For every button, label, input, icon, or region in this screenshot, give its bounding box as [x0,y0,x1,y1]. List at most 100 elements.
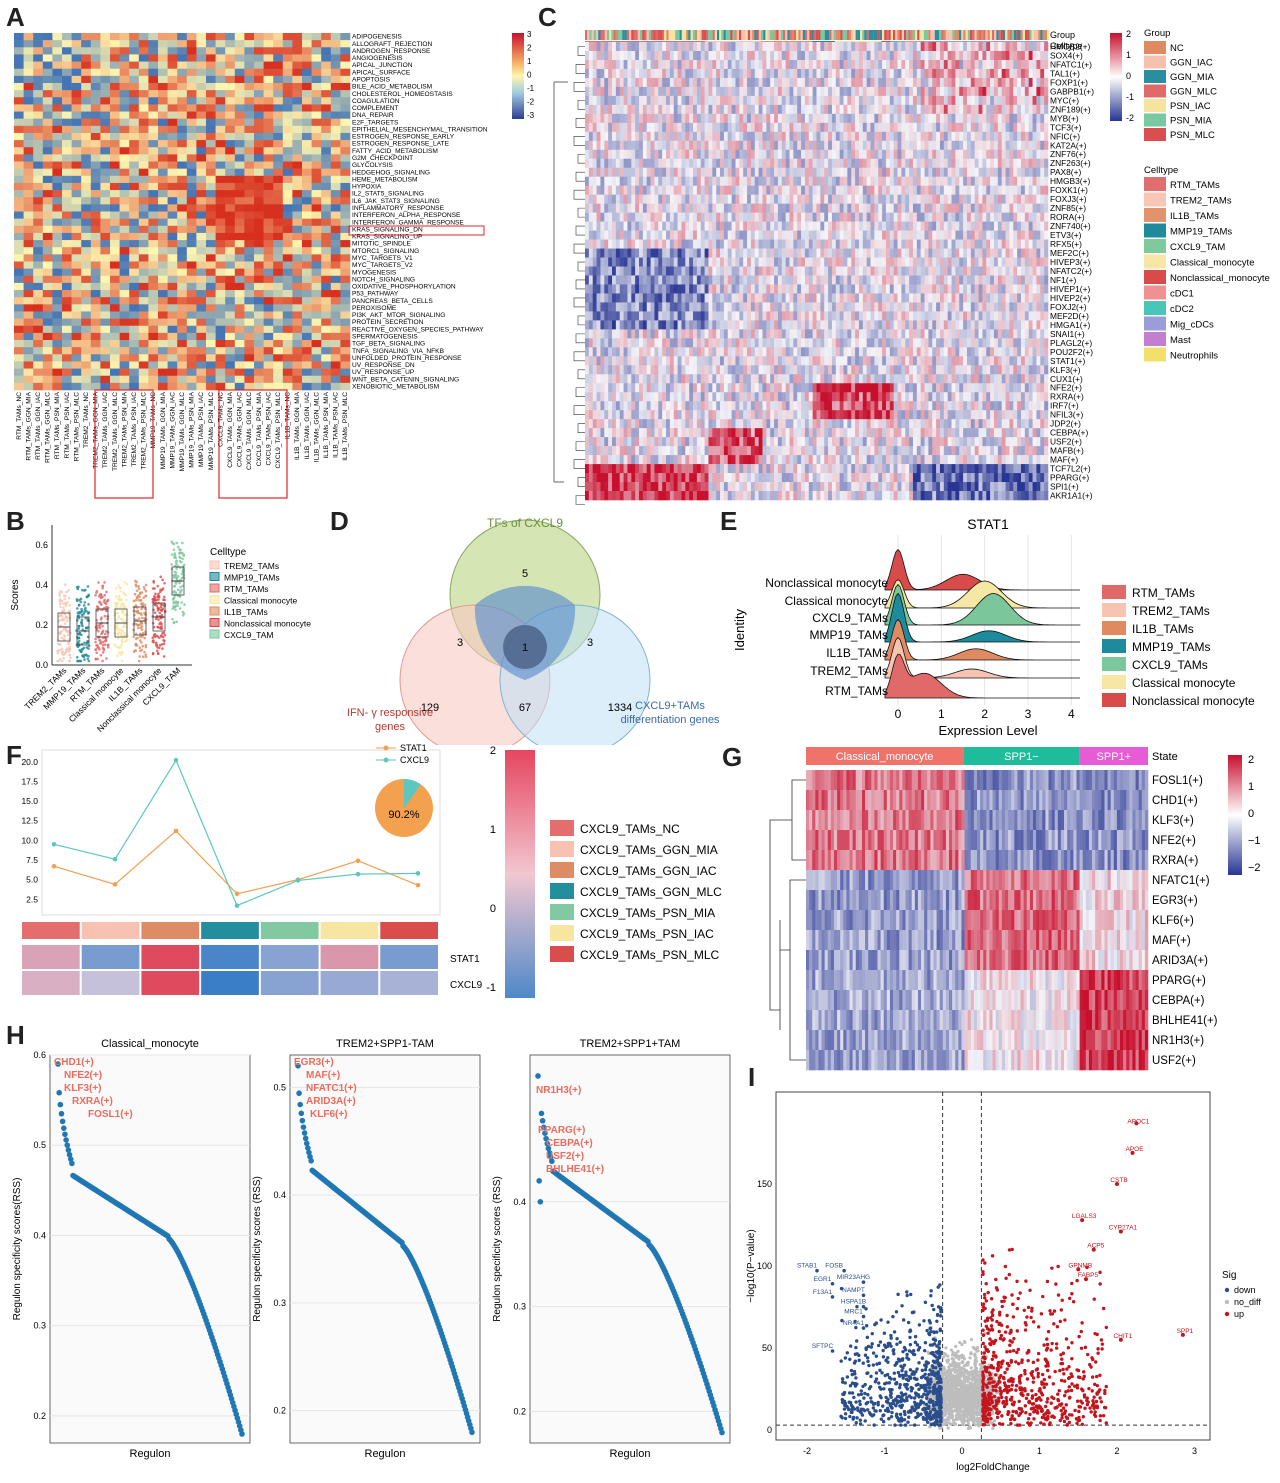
heatmap-cell [292,382,303,391]
heatmap-cell [843,248,848,258]
heatmap-cell [1032,167,1037,178]
heatmap-cell [71,182,82,191]
heatmap-cell [311,275,322,284]
heatmap-cell [263,47,274,55]
heatmap-cell [974,104,979,115]
heatmap-cell [739,248,744,258]
heatmap-cell [862,185,867,195]
heatmap-cell [254,225,264,234]
heatmap-cell [196,118,207,127]
heatmap-cell [302,340,312,348]
heatmap-cell [808,68,813,79]
heatmap-cell [997,158,1002,169]
heatmap-cell [215,154,226,162]
heatmap-cell [635,68,640,79]
heatmap-cell [855,86,860,97]
heatmap-cell [1005,230,1010,240]
heatmap-cell [588,203,594,213]
heatmap-cell [321,318,332,327]
heatmap-cell [225,147,236,155]
heatmap-cell [646,248,651,258]
heatmap-cell [739,149,744,160]
heatmap-cell [928,203,933,213]
heatmap-cell [273,147,284,155]
heatmap-cell [612,131,617,142]
heatmap-cell [631,221,636,231]
heatmap-cell [340,175,351,184]
heatmap-cell [263,75,274,84]
group-stripe [862,30,865,40]
heatmap-cell [1044,212,1049,222]
heatmap-cell [71,111,82,119]
heatmap-cell [631,42,636,52]
heatmap-cell [1009,203,1014,213]
heatmap-cell [321,225,332,234]
heatmap-cell [963,122,968,133]
heatmap-cell [743,257,748,267]
heatmap-cell [33,140,44,148]
heatmap-cell [177,154,188,162]
heatmap-cell [1036,149,1041,160]
heatmap-cell [263,40,274,48]
heatmap-cell [206,368,216,377]
heatmap-cell [743,131,748,142]
heatmap-cell [646,140,651,151]
heatmap-cell [858,77,864,88]
heatmap-cell [71,54,82,62]
heatmap-cell [1013,194,1018,204]
heatmap-cell [311,318,322,327]
heatmap-cell [966,149,972,160]
heatmap-cell [762,122,767,133]
heatmap-cell [789,50,794,61]
heatmap-cell [654,113,659,124]
heatmap-cell [234,361,245,369]
heatmap-cell [330,82,341,91]
heatmap-cell [716,140,721,151]
heatmap-cell [731,149,736,160]
heatmap-cell [627,203,632,213]
heatmap-cell [196,225,207,234]
heatmap-cell [206,218,216,227]
heatmap-cell [282,347,293,355]
heatmap-cell [23,225,34,234]
group-stripe [849,30,852,40]
heatmap-cell [596,167,601,178]
heatmap-cell [592,122,597,133]
heatmap-cell [804,68,810,79]
heatmap-cell [700,104,705,115]
heatmap-cell [801,95,806,106]
heatmap-cell [129,90,140,98]
heatmap-cell [110,47,120,55]
heatmap-cell [774,194,779,204]
group-stripe [831,30,834,40]
group-stripe [668,30,671,40]
heatmap-cell [966,185,972,195]
heatmap-cell [1005,50,1010,61]
heatmap-cell [708,50,713,61]
heatmap-cell [639,185,644,195]
heatmap-cell [627,248,632,258]
heatmap-cell [215,75,226,84]
heatmap-cell [847,68,852,79]
heatmap-cell [708,113,713,124]
pathway-label: WNT_BETA_CATENIN_SIGNALING [352,376,459,383]
heatmap-cell [754,203,759,213]
heatmap-cell [90,225,101,234]
heatmap-cell [812,113,817,124]
heatmap-cell [1013,176,1018,186]
heatmap-cell [42,240,53,248]
heatmap-cell [615,140,621,151]
heatmap-cell [596,230,601,240]
heatmap-cell [743,212,748,222]
heatmap-cell [244,147,255,155]
heatmap-cell [874,230,879,240]
heatmap-cell [650,239,655,249]
heatmap-cell [889,149,894,160]
heatmap-cell [23,218,34,227]
heatmap-cell [997,221,1002,231]
heatmap-cell [148,197,159,205]
heatmap-cell [1044,122,1049,133]
heatmap-cell [812,68,817,79]
heatmap-cell [100,197,111,205]
heatmap-cell [766,140,771,151]
